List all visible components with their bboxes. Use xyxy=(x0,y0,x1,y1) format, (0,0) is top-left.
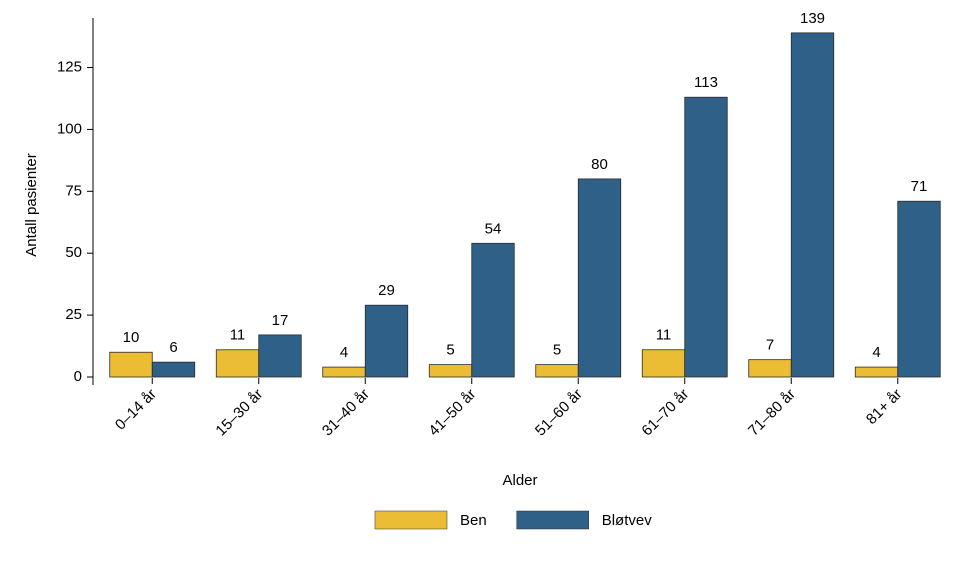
y-tick-label: 100 xyxy=(57,120,82,137)
value-label: 17 xyxy=(272,312,289,329)
bar xyxy=(748,359,792,378)
value-label: 7 xyxy=(766,337,774,354)
y-tick-label: 125 xyxy=(57,58,82,75)
bar xyxy=(641,349,686,378)
value-label: 113 xyxy=(694,74,718,91)
value-label: 4 xyxy=(340,344,348,361)
y-tick-label: 0 xyxy=(74,368,82,385)
legend-label: Ben xyxy=(460,512,487,529)
x-tick-label: 41–50 år xyxy=(425,386,479,440)
bar xyxy=(428,364,473,378)
value-label: 4 xyxy=(872,344,880,361)
value-label: 11 xyxy=(656,327,672,344)
y-tick-label: 75 xyxy=(65,182,82,199)
value-label: 29 xyxy=(378,282,395,299)
bar xyxy=(364,304,409,378)
bar xyxy=(109,351,153,378)
x-tick-label: 0–14 år xyxy=(112,386,160,434)
y-axis-label: Antall pasienter xyxy=(23,153,40,256)
x-tick-label: 81+ år xyxy=(863,386,905,428)
value-label: 71 xyxy=(911,178,928,195)
bar xyxy=(258,334,302,378)
y-tick-label: 25 xyxy=(65,306,82,323)
x-tick-label: 71–80 år xyxy=(745,386,799,440)
bar xyxy=(577,178,622,378)
bar xyxy=(471,242,515,378)
value-label: 5 xyxy=(553,342,561,359)
legend-swatch xyxy=(374,510,448,530)
bar xyxy=(854,366,899,378)
legend-label: Bløtvev xyxy=(602,512,653,529)
value-label: 11 xyxy=(230,327,246,344)
value-label: 80 xyxy=(591,156,608,173)
value-label: 10 xyxy=(123,329,140,346)
value-label: 5 xyxy=(446,342,454,359)
x-tick-label: 61–70 år xyxy=(638,386,692,440)
legend-swatch xyxy=(516,510,589,530)
x-tick-label: 31–40 år xyxy=(319,386,373,440)
bar xyxy=(215,349,260,378)
value-label: 139 xyxy=(800,10,825,27)
bar xyxy=(897,200,941,378)
bar xyxy=(535,364,579,378)
x-tick-label: 15–30 år xyxy=(212,386,266,440)
bar xyxy=(151,361,196,378)
x-axis-label: Alder xyxy=(502,472,537,489)
bar xyxy=(684,96,728,378)
x-tick-label: 51–60 år xyxy=(532,386,586,440)
bar xyxy=(322,366,366,378)
value-label: 54 xyxy=(485,220,502,237)
bar xyxy=(790,32,835,378)
y-tick-label: 50 xyxy=(65,244,82,261)
value-label: 6 xyxy=(169,339,177,356)
